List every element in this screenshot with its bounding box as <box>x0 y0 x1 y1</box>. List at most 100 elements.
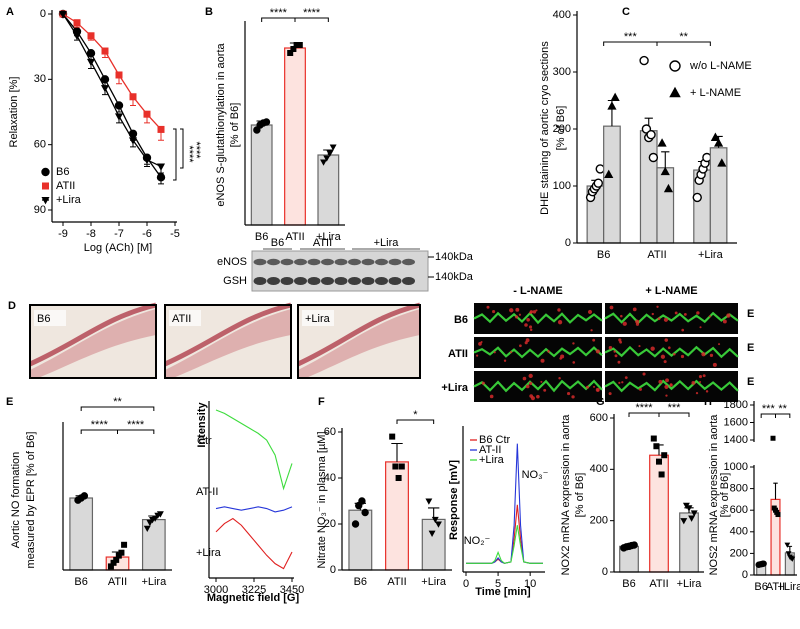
x-tick-label: -7 <box>114 228 124 240</box>
blot-band <box>321 258 334 266</box>
data-point <box>692 192 702 203</box>
x-tick-label: ATII <box>108 576 127 588</box>
data-point <box>431 516 439 524</box>
y-tick-label: 400 <box>730 526 748 538</box>
data-point <box>326 150 334 157</box>
y-axis-label: eNOS S-glutathionylation in aorta <box>215 42 227 206</box>
legend-label: AT-II <box>479 444 501 456</box>
data-point <box>100 85 110 93</box>
dhe-signal <box>515 315 519 319</box>
blot-band <box>348 277 361 285</box>
x-tick-label: ATII <box>766 581 785 593</box>
dhe-signal <box>492 310 496 314</box>
data-point <box>688 515 696 522</box>
y-tick-label: 60 <box>324 426 336 438</box>
dhe-signal <box>722 319 727 324</box>
significance-label: ** <box>778 403 787 415</box>
x-tick-label: 0 <box>463 578 469 590</box>
dhe-signal <box>571 395 575 399</box>
data-point <box>253 126 261 134</box>
data-point <box>262 118 271 126</box>
dhe-signal <box>557 320 563 325</box>
y-tick-label: 1600 <box>724 416 748 428</box>
data-point <box>114 101 124 110</box>
dhe-signal <box>657 317 661 321</box>
y-tick-label: 600 <box>730 504 748 516</box>
dhe-signal <box>618 338 622 342</box>
blot-band <box>267 258 280 266</box>
x-tick-label: B6 <box>622 578 635 590</box>
annotation: NO₃⁻ <box>522 469 549 481</box>
dhe-signal <box>683 312 687 316</box>
panel-letter: C <box>622 6 630 18</box>
blot-band <box>294 258 307 266</box>
dhe-signal <box>668 346 671 350</box>
dhe-signal <box>620 314 623 318</box>
dhe-signal <box>535 309 538 312</box>
dhe-signal <box>726 313 731 318</box>
panel-letter: B <box>205 6 213 18</box>
dhe-signal <box>614 354 618 358</box>
dhe-signal <box>664 384 669 389</box>
data-point <box>717 158 727 167</box>
data-point <box>425 498 433 505</box>
y-tick-label: 400 <box>590 463 608 475</box>
dhe-signal <box>510 351 513 354</box>
dhe-signal <box>481 381 485 385</box>
annotation: **** <box>190 141 202 159</box>
series-label: Ctr <box>197 435 212 447</box>
data-point <box>143 110 151 118</box>
blot-band <box>280 258 294 266</box>
y-tick-label: 1400 <box>724 434 748 446</box>
data-point <box>113 556 120 563</box>
x-tick-label: B6 <box>74 576 87 588</box>
y-tick-label: 20 <box>324 518 336 530</box>
dhe-signal <box>638 345 641 348</box>
blot-band <box>334 277 348 285</box>
data-point <box>593 178 603 188</box>
y-axis-label: Relaxation [%] <box>8 77 20 148</box>
legend-label: ATII <box>56 180 75 192</box>
dhe-signal <box>665 378 669 383</box>
blot-band <box>361 277 375 285</box>
dhe-signal <box>709 353 714 358</box>
blot-band <box>361 258 375 266</box>
data-point <box>58 11 68 19</box>
dhe-signal <box>635 319 640 324</box>
dhe-signal <box>528 325 533 329</box>
error-bar <box>661 151 670 168</box>
bar <box>250 124 273 226</box>
annotation: NO₂⁻ <box>464 535 491 547</box>
tissue-edge <box>296 302 421 367</box>
elastin <box>604 379 739 393</box>
dhe-signal <box>478 342 482 346</box>
elastin <box>473 311 603 325</box>
significance-bracket <box>80 406 155 411</box>
lumen-label: E <box>747 342 754 354</box>
tissue <box>165 309 291 378</box>
y-tick-label: 0 <box>742 569 748 581</box>
dhe-signal <box>699 326 702 329</box>
data-point <box>86 49 96 58</box>
y-axis-label: [% of B6] <box>719 473 731 518</box>
dhe-signal <box>590 329 593 332</box>
tissue <box>30 309 156 378</box>
bar <box>284 47 306 226</box>
x-axis-label: Time [min] <box>475 586 531 598</box>
significance-bracket <box>173 128 177 181</box>
data-point <box>398 463 405 470</box>
dhe-signal <box>664 338 668 342</box>
significance-bracket <box>656 41 711 46</box>
data-point <box>663 183 674 193</box>
y-tick-label: 0 <box>330 564 336 576</box>
dhe-signal <box>608 392 612 396</box>
dhe-signal <box>701 352 706 357</box>
x-tick-label: B6 <box>754 581 767 593</box>
significance-label: ** <box>679 31 688 43</box>
bar <box>603 125 621 244</box>
x-tick-label: -6 <box>142 228 152 240</box>
significance-bracket <box>294 17 329 22</box>
data-point <box>610 92 620 102</box>
data-point <box>323 155 331 162</box>
